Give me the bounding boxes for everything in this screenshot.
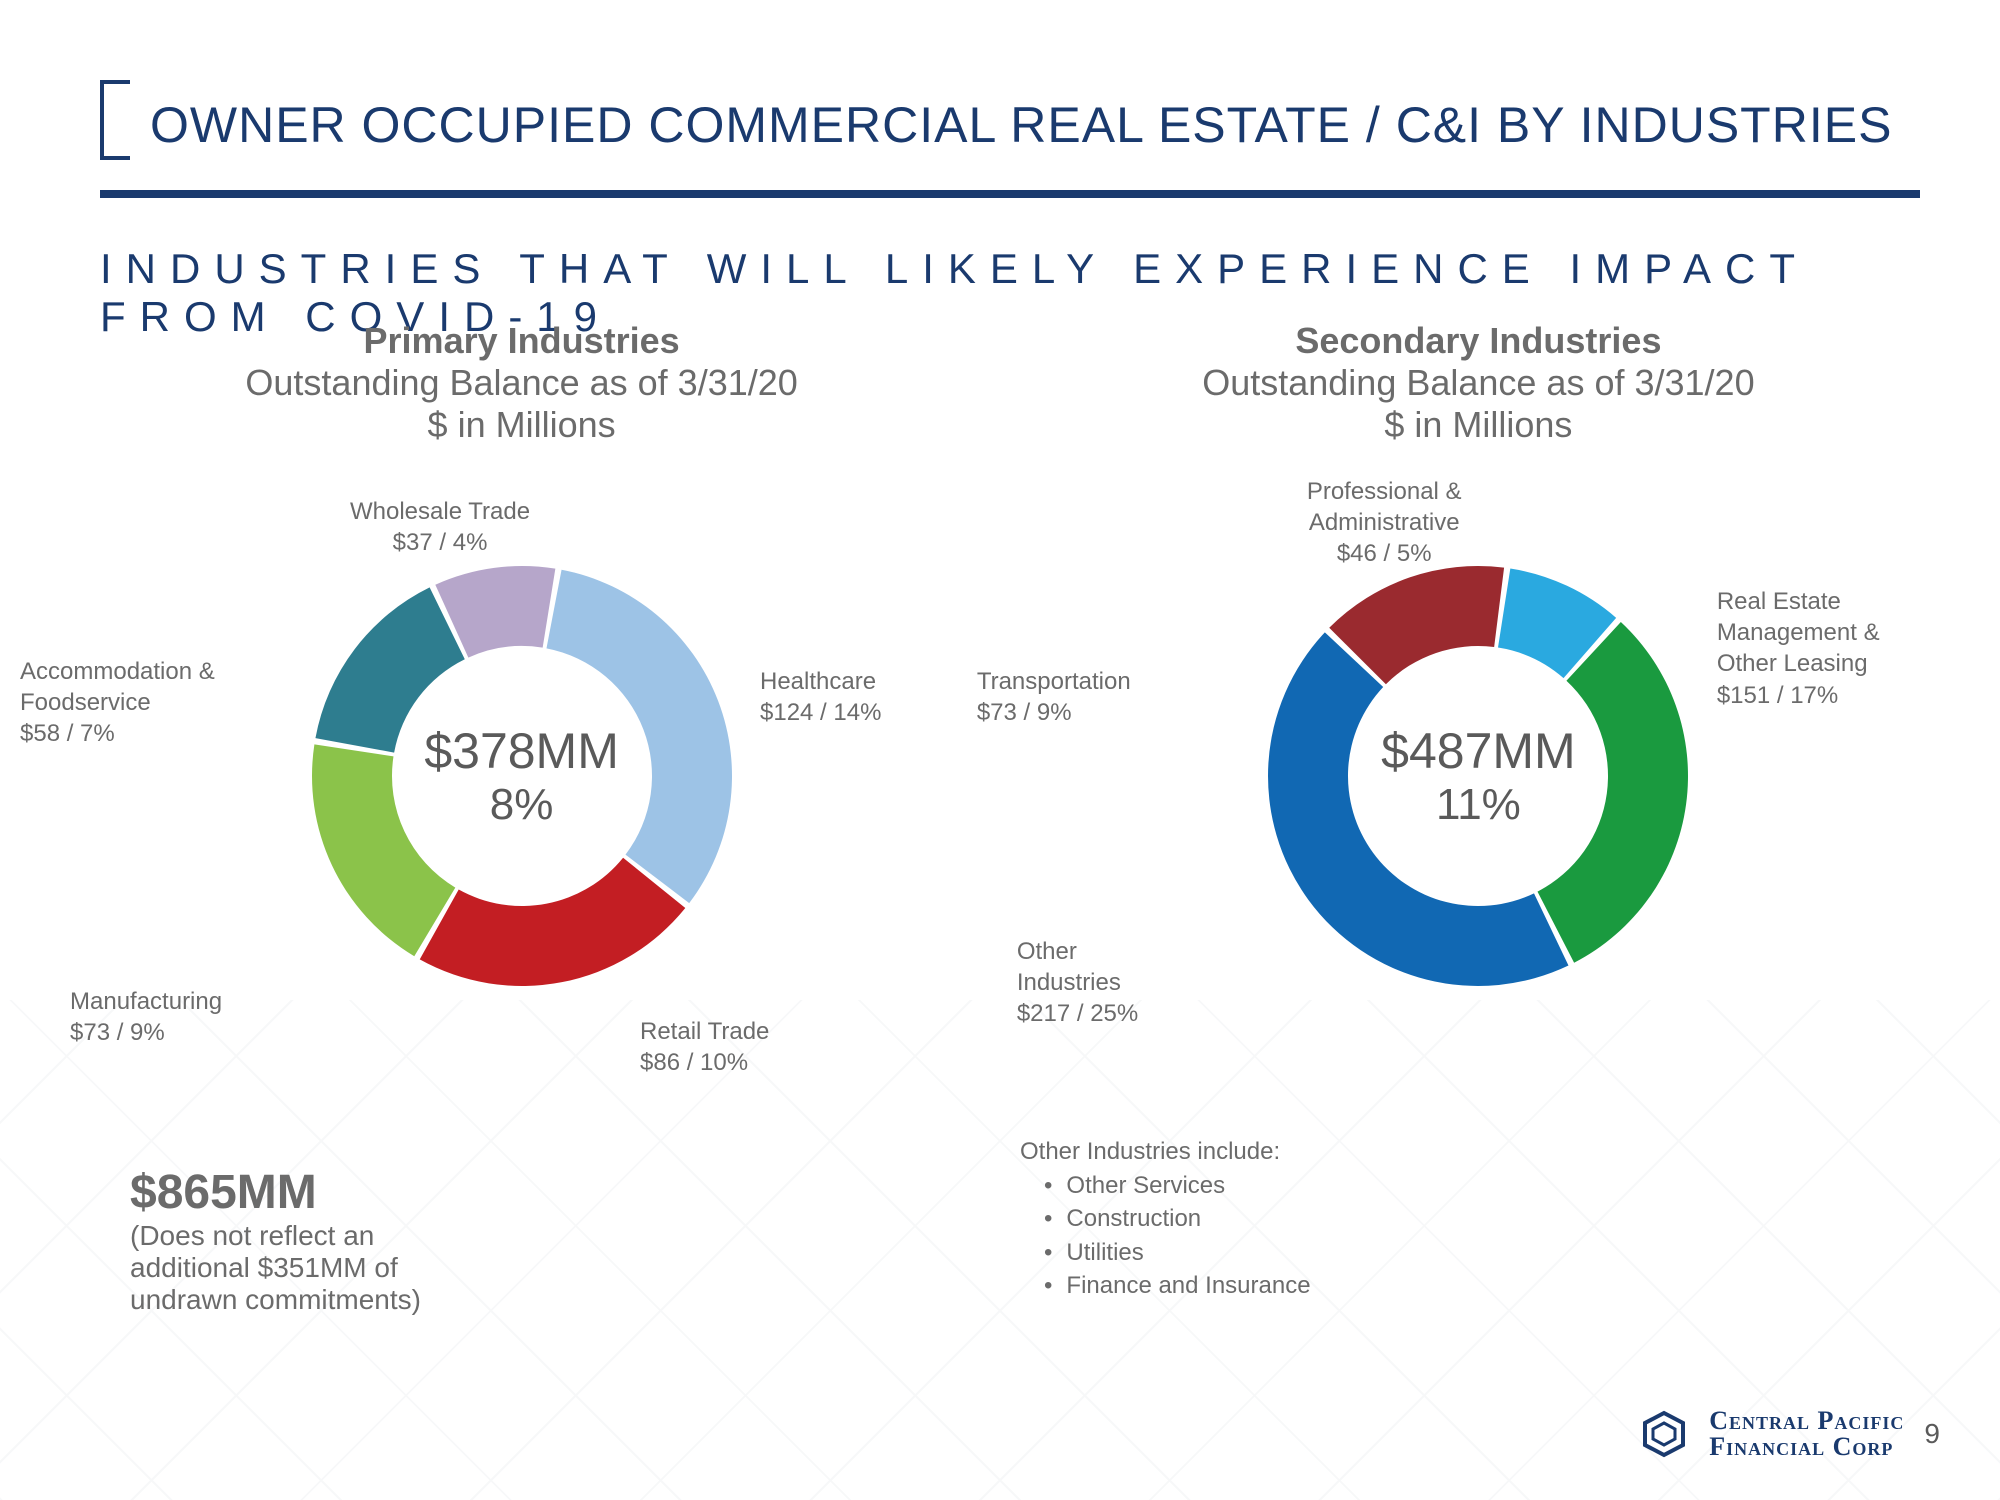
slice-label-line: $124 / 14% (760, 697, 881, 728)
title-container: OWNER OCCUPIED COMMERCIAL REAL ESTATE / … (100, 90, 1920, 160)
slice-label: Transportation$73 / 9% (977, 666, 1131, 728)
secondary-center-percent: 11% (1381, 780, 1576, 830)
primary-chart-header: Primary Industries Outstanding Balance a… (80, 320, 963, 446)
slice-label-line: Professional & (1307, 476, 1462, 507)
secondary-heading3: $ in Millions (1037, 404, 1920, 446)
slice-label-line: Management & (1717, 617, 1880, 648)
primary-center-percent: 8% (424, 780, 619, 830)
slice-label: Healthcare$124 / 14% (760, 666, 881, 728)
secondary-donut-wrap: $487MM 11% Real EstateManagement &Other … (1037, 456, 1920, 1096)
slice-label-line: Real Estate (1717, 586, 1880, 617)
other-note-item: Utilities (1044, 1236, 1311, 1270)
logo-line2: Financial Corp (1709, 1434, 1904, 1460)
secondary-donut-center: $487MM 11% (1381, 722, 1576, 830)
other-note-item: Construction (1044, 1202, 1311, 1236)
secondary-chart-block: Secondary Industries Outstanding Balance… (1037, 320, 1920, 1096)
page-number: 9 (1924, 1418, 1940, 1450)
slice-label-line: $58 / 7% (20, 718, 215, 749)
primary-donut-center: $378MM 8% (424, 722, 619, 830)
slice-label-line: Accommodation & (20, 656, 215, 687)
title-bracket-icon (100, 80, 130, 160)
primary-center-amount: $378MM (424, 722, 619, 780)
slice-label-line: $86 / 10% (640, 1047, 769, 1078)
slice-label-line: $73 / 9% (70, 1017, 222, 1048)
slice-label: Accommodation &Foodservice$58 / 7% (20, 656, 215, 750)
slice-label: Professional &Administrative$46 / 5% (1307, 476, 1462, 570)
primary-heading1: Primary Industries (80, 320, 963, 362)
secondary-chart-header: Secondary Industries Outstanding Balance… (1037, 320, 1920, 446)
secondary-center-amount: $487MM (1381, 722, 1576, 780)
slice-label-line: Other Leasing (1717, 648, 1880, 679)
primary-donut-wrap: $378MM 8% Healthcare$124 / 14% Retail Tra… (80, 456, 963, 1096)
slice-label-line: Transportation (977, 666, 1131, 697)
slice-label-line: $73 / 9% (977, 697, 1131, 728)
slice-label: Wholesale Trade$37 / 4% (350, 496, 530, 558)
slice-label-line: Healthcare (760, 666, 881, 697)
other-note-list: Other ServicesConstructionUtilitiesFinan… (1020, 1169, 1311, 1303)
logo-icon (1639, 1409, 1689, 1459)
slice-label: Retail Trade$86 / 10% (640, 1016, 769, 1078)
slice-label-line: Manufacturing (70, 986, 222, 1017)
logo-text: Central Pacific Financial Corp (1709, 1408, 1904, 1460)
slice-label-line: $217 / 25% (1017, 998, 1138, 1029)
total-amount: $865MM (130, 1165, 421, 1220)
secondary-heading2: Outstanding Balance as of 3/31/20 (1037, 362, 1920, 404)
secondary-heading1: Secondary Industries (1037, 320, 1920, 362)
donut-slice (419, 858, 685, 986)
slice-label-line: Retail Trade (640, 1016, 769, 1047)
primary-chart-block: Primary Industries Outstanding Balance a… (80, 320, 963, 1096)
title-underline (100, 190, 1920, 198)
other-note-item: Finance and Insurance (1044, 1269, 1311, 1303)
total-label: $865MM (Does not reflect an additional $… (130, 1165, 421, 1316)
primary-heading3: $ in Millions (80, 404, 963, 446)
total-note-line1: (Does not reflect an (130, 1220, 421, 1252)
slice-label-line: Administrative (1307, 507, 1462, 538)
charts-row: Primary Industries Outstanding Balance a… (80, 320, 1920, 1096)
slice-label: Manufacturing$73 / 9% (70, 986, 222, 1048)
slice-label-line: $37 / 4% (350, 527, 530, 558)
slice-label-line: $151 / 17% (1717, 680, 1880, 711)
other-note-item: Other Services (1044, 1169, 1311, 1203)
logo-line1: Central Pacific (1709, 1408, 1904, 1434)
total-note-line2: additional $351MM of (130, 1252, 421, 1284)
other-industries-note: Other Industries include: Other Services… (1020, 1135, 1311, 1303)
slice-label-line: Industries (1017, 967, 1138, 998)
slice-label-line: Other (1017, 936, 1138, 967)
total-note-line3: undrawn commitments) (130, 1284, 421, 1316)
footer: Central Pacific Financial Corp 9 (1639, 1408, 1940, 1460)
page-title: OWNER OCCUPIED COMMERCIAL REAL ESTATE / … (150, 96, 1892, 154)
slice-label-line: Foodservice (20, 687, 215, 718)
slice-label-line: $46 / 5% (1307, 538, 1462, 569)
primary-heading2: Outstanding Balance as of 3/31/20 (80, 362, 963, 404)
other-note-heading: Other Industries include: (1020, 1135, 1311, 1169)
slice-label-line: Wholesale Trade (350, 496, 530, 527)
slice-label: OtherIndustries$217 / 25% (1017, 936, 1138, 1030)
slice-label: Real EstateManagement &Other Leasing$151… (1717, 586, 1880, 711)
